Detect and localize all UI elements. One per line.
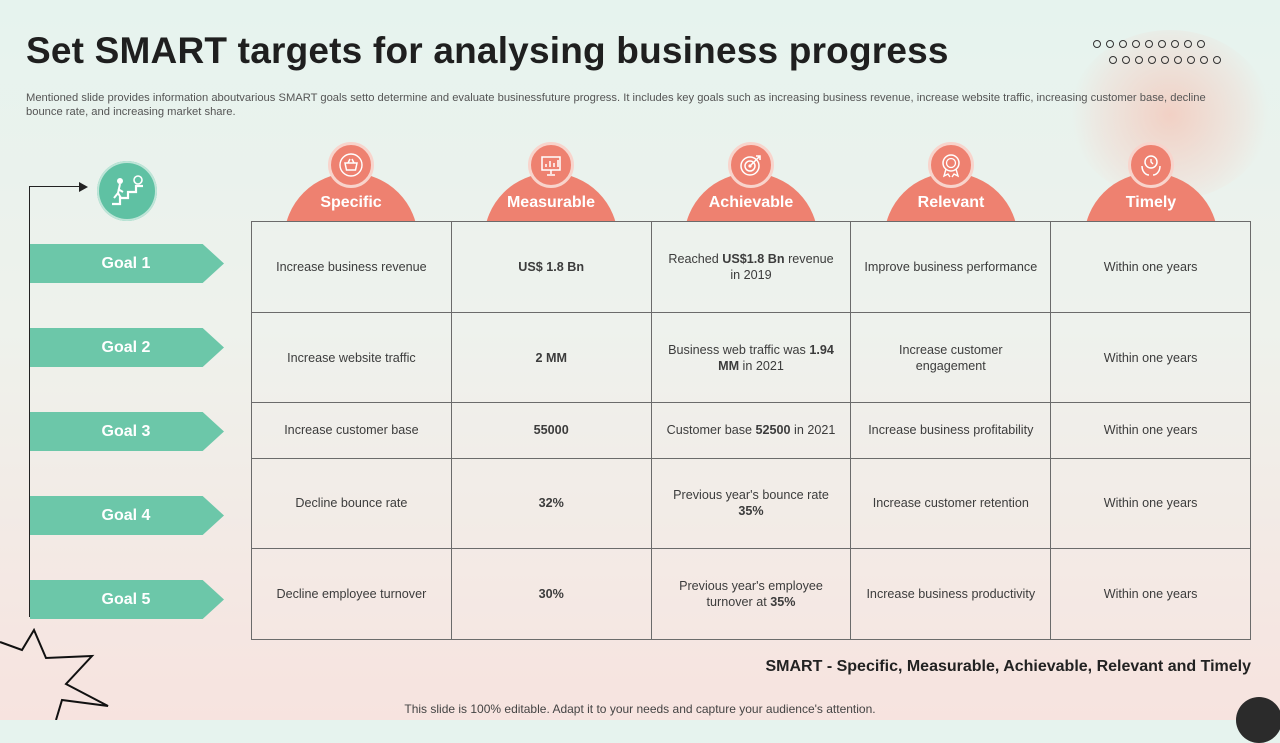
cell-timely: Within one years [1050,457,1251,550]
cell-measurable: 2 MM [450,311,652,404]
column-header-timely: Timely [1051,140,1251,222]
cell-timely: Within one years [1050,548,1251,640]
cell-specific: Decline employee turnover [251,548,452,640]
goal-1-label: Goal 1 [30,244,224,283]
page-subtitle: Mentioned slide provides information abo… [26,92,1206,118]
column-label: Specific [320,194,382,211]
goal-3-label: Goal 3 [30,412,224,451]
column-label: Relevant [917,194,985,211]
cell-relevant: Increase business profitability [850,402,1052,459]
column-label: Achievable [708,194,794,211]
starburst-outline [0,628,109,720]
arrow-right-icon [79,182,88,192]
column-header-measurable: Measurable [451,140,651,222]
cell-specific: Increase customer base [251,402,452,459]
goal-2-label: Goal 2 [30,328,224,367]
dot-grid-icon [1093,40,1233,70]
cell-specific: Increase business revenue [251,221,452,313]
goal-5-label: Goal 5 [30,580,224,619]
cell-timely: Within one years [1050,402,1251,459]
cell-measurable: 30% [450,548,652,640]
cell-relevant: Increase customer retention [850,457,1052,550]
hands-clock-icon [1128,142,1174,188]
cell-timely: Within one years [1050,221,1251,313]
corner-decoration [1236,697,1280,743]
cell-timely: Within one years [1050,311,1251,404]
cell-achievable: Customer base 52500 in 2021 [650,402,852,459]
column-header-specific: Specific [251,140,451,222]
target-arrow-icon [728,142,774,188]
climbing-stairs-icon [97,161,157,221]
cell-measurable: 32% [450,457,652,550]
cell-specific: Increase website traffic [251,311,452,404]
table-row: Increase website traffic 2 MM Business w… [251,311,1251,404]
footer-note: This slide is 100% editable. Adapt it to… [404,702,876,716]
cell-achievable: Business web traffic was 1.94 MM in 2021 [650,311,852,404]
goal-connector-line [29,187,30,617]
column-label: Measurable [506,194,596,211]
goal-4-label: Goal 4 [30,496,224,535]
column-header-achievable: Achievable [651,140,851,222]
cell-measurable: US$ 1.8 Bn [450,221,652,313]
cell-specific: Decline bounce rate [251,457,452,550]
smart-definition: SMART - Specific, Measurable, Achievable… [765,658,1252,675]
cell-measurable: 55000 [450,402,652,459]
cell-achievable: Previous year's bounce rate 35% [650,457,852,550]
table-row: Decline employee turnover 30% Previous y… [251,548,1251,640]
cell-relevant: Increase customer engagement [850,311,1052,404]
goal-connector-line-horizontal [29,186,79,187]
cell-relevant: Improve business performance [850,221,1052,313]
table-row: Increase business revenue US$ 1.8 Bn Rea… [251,221,1251,313]
smart-goals-table: Increase business revenue US$ 1.8 Bn Rea… [251,221,1251,640]
column-label: Timely [1125,194,1177,211]
cell-achievable: Previous year's employee turnover at 35% [650,548,852,640]
badge-check-icon [928,142,974,188]
presentation-chart-icon [528,142,574,188]
column-header-relevant: Relevant [851,140,1051,222]
cell-achievable: Reached US$1.8 Bn revenue in 2019 [650,221,852,313]
table-row: Increase customer base 55000 Customer ba… [251,402,1251,459]
shopping-basket-icon [328,142,374,188]
cell-relevant: Increase business productivity [850,548,1052,640]
page-title: Set SMART targets for analysing business… [26,30,949,71]
table-row: Decline bounce rate 32% Previous year's … [251,457,1251,550]
